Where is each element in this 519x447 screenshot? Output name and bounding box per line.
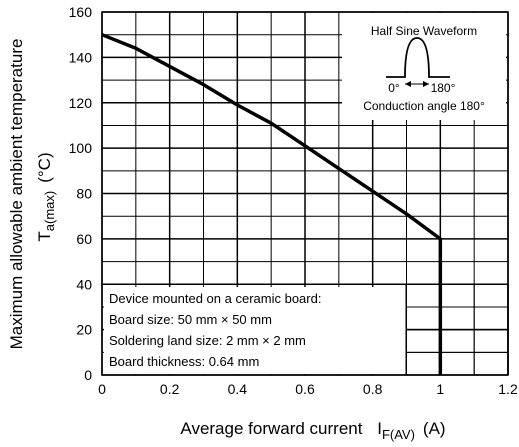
plot-frame [101,11,509,376]
x-tick-label: 1 [436,381,444,397]
y-tick-label: 20 [76,322,92,338]
half-sine-waveform [386,37,450,78]
y-tick-label: 40 [76,276,92,292]
note-line-3: Soldering land size: 2 mm × 2 mm [109,333,306,348]
x-tick-label: 0 [98,381,106,397]
x-axis-title-unit: (A) [423,419,446,438]
x-tick-label: 0.4 [228,381,248,397]
note-line-4: Board thickness: 0.64 mm [109,354,259,369]
mounting-notes: Device mounted on a ceramic board: Board… [109,291,321,369]
x-tick-label: 1.2 [498,381,518,397]
note-line-2: Board size: 50 mm × 50 mm [109,312,272,327]
x-axis-title-main: Average forward current [180,419,362,438]
x-tick-label: 0.6 [295,381,315,397]
x-axis-title: Average forward current IF(AV) (A) [180,419,445,442]
waveform-start-label: 0° [388,81,400,95]
derating-curve [101,33,443,375]
y-tick-label: 120 [69,95,93,111]
x-tick-label: 0.2 [160,381,180,397]
y-axis-symbol: T [35,231,54,241]
y-tick-label: 60 [76,231,92,247]
waveform-inset-box [342,13,506,120]
x-tick-label: 0.8 [363,381,383,397]
x-axis-title-symbol: I [377,419,382,438]
y-tick-label: 140 [69,49,93,65]
waveform-inset: Half Sine Waveform 0° 180° Conduction an… [363,24,485,113]
y-tick-label: 0 [84,367,92,383]
note-line-1: Device mounted on a ceramic board: [109,291,321,306]
waveform-caption: Conduction angle 180° [363,99,485,113]
y-axis-symbol-line: Ta(max) (°C) [35,152,57,241]
arrow-head-right [423,81,429,87]
waveform-title: Half Sine Waveform [371,24,477,38]
y-tick-label: 80 [76,186,92,202]
y-axis-title: Maximum allowable ambient temperature [7,39,26,350]
x-axis-title-subscript: F(AV) [382,427,415,442]
y-axis-subscript: a(max) [42,191,57,231]
mounting-notes-box [104,287,406,374]
y-axis-unit: (°C) [35,152,54,182]
arrow-head-left [405,81,411,87]
y-tick-label: 160 [69,4,93,20]
waveform-end-label: 180° [431,81,456,95]
y-tick-label: 100 [69,140,93,156]
tick-labels: 0 0.2 0.4 0.6 0.8 1 1.2 0 20 40 60 80 100 120 140 160 [69,4,518,397]
